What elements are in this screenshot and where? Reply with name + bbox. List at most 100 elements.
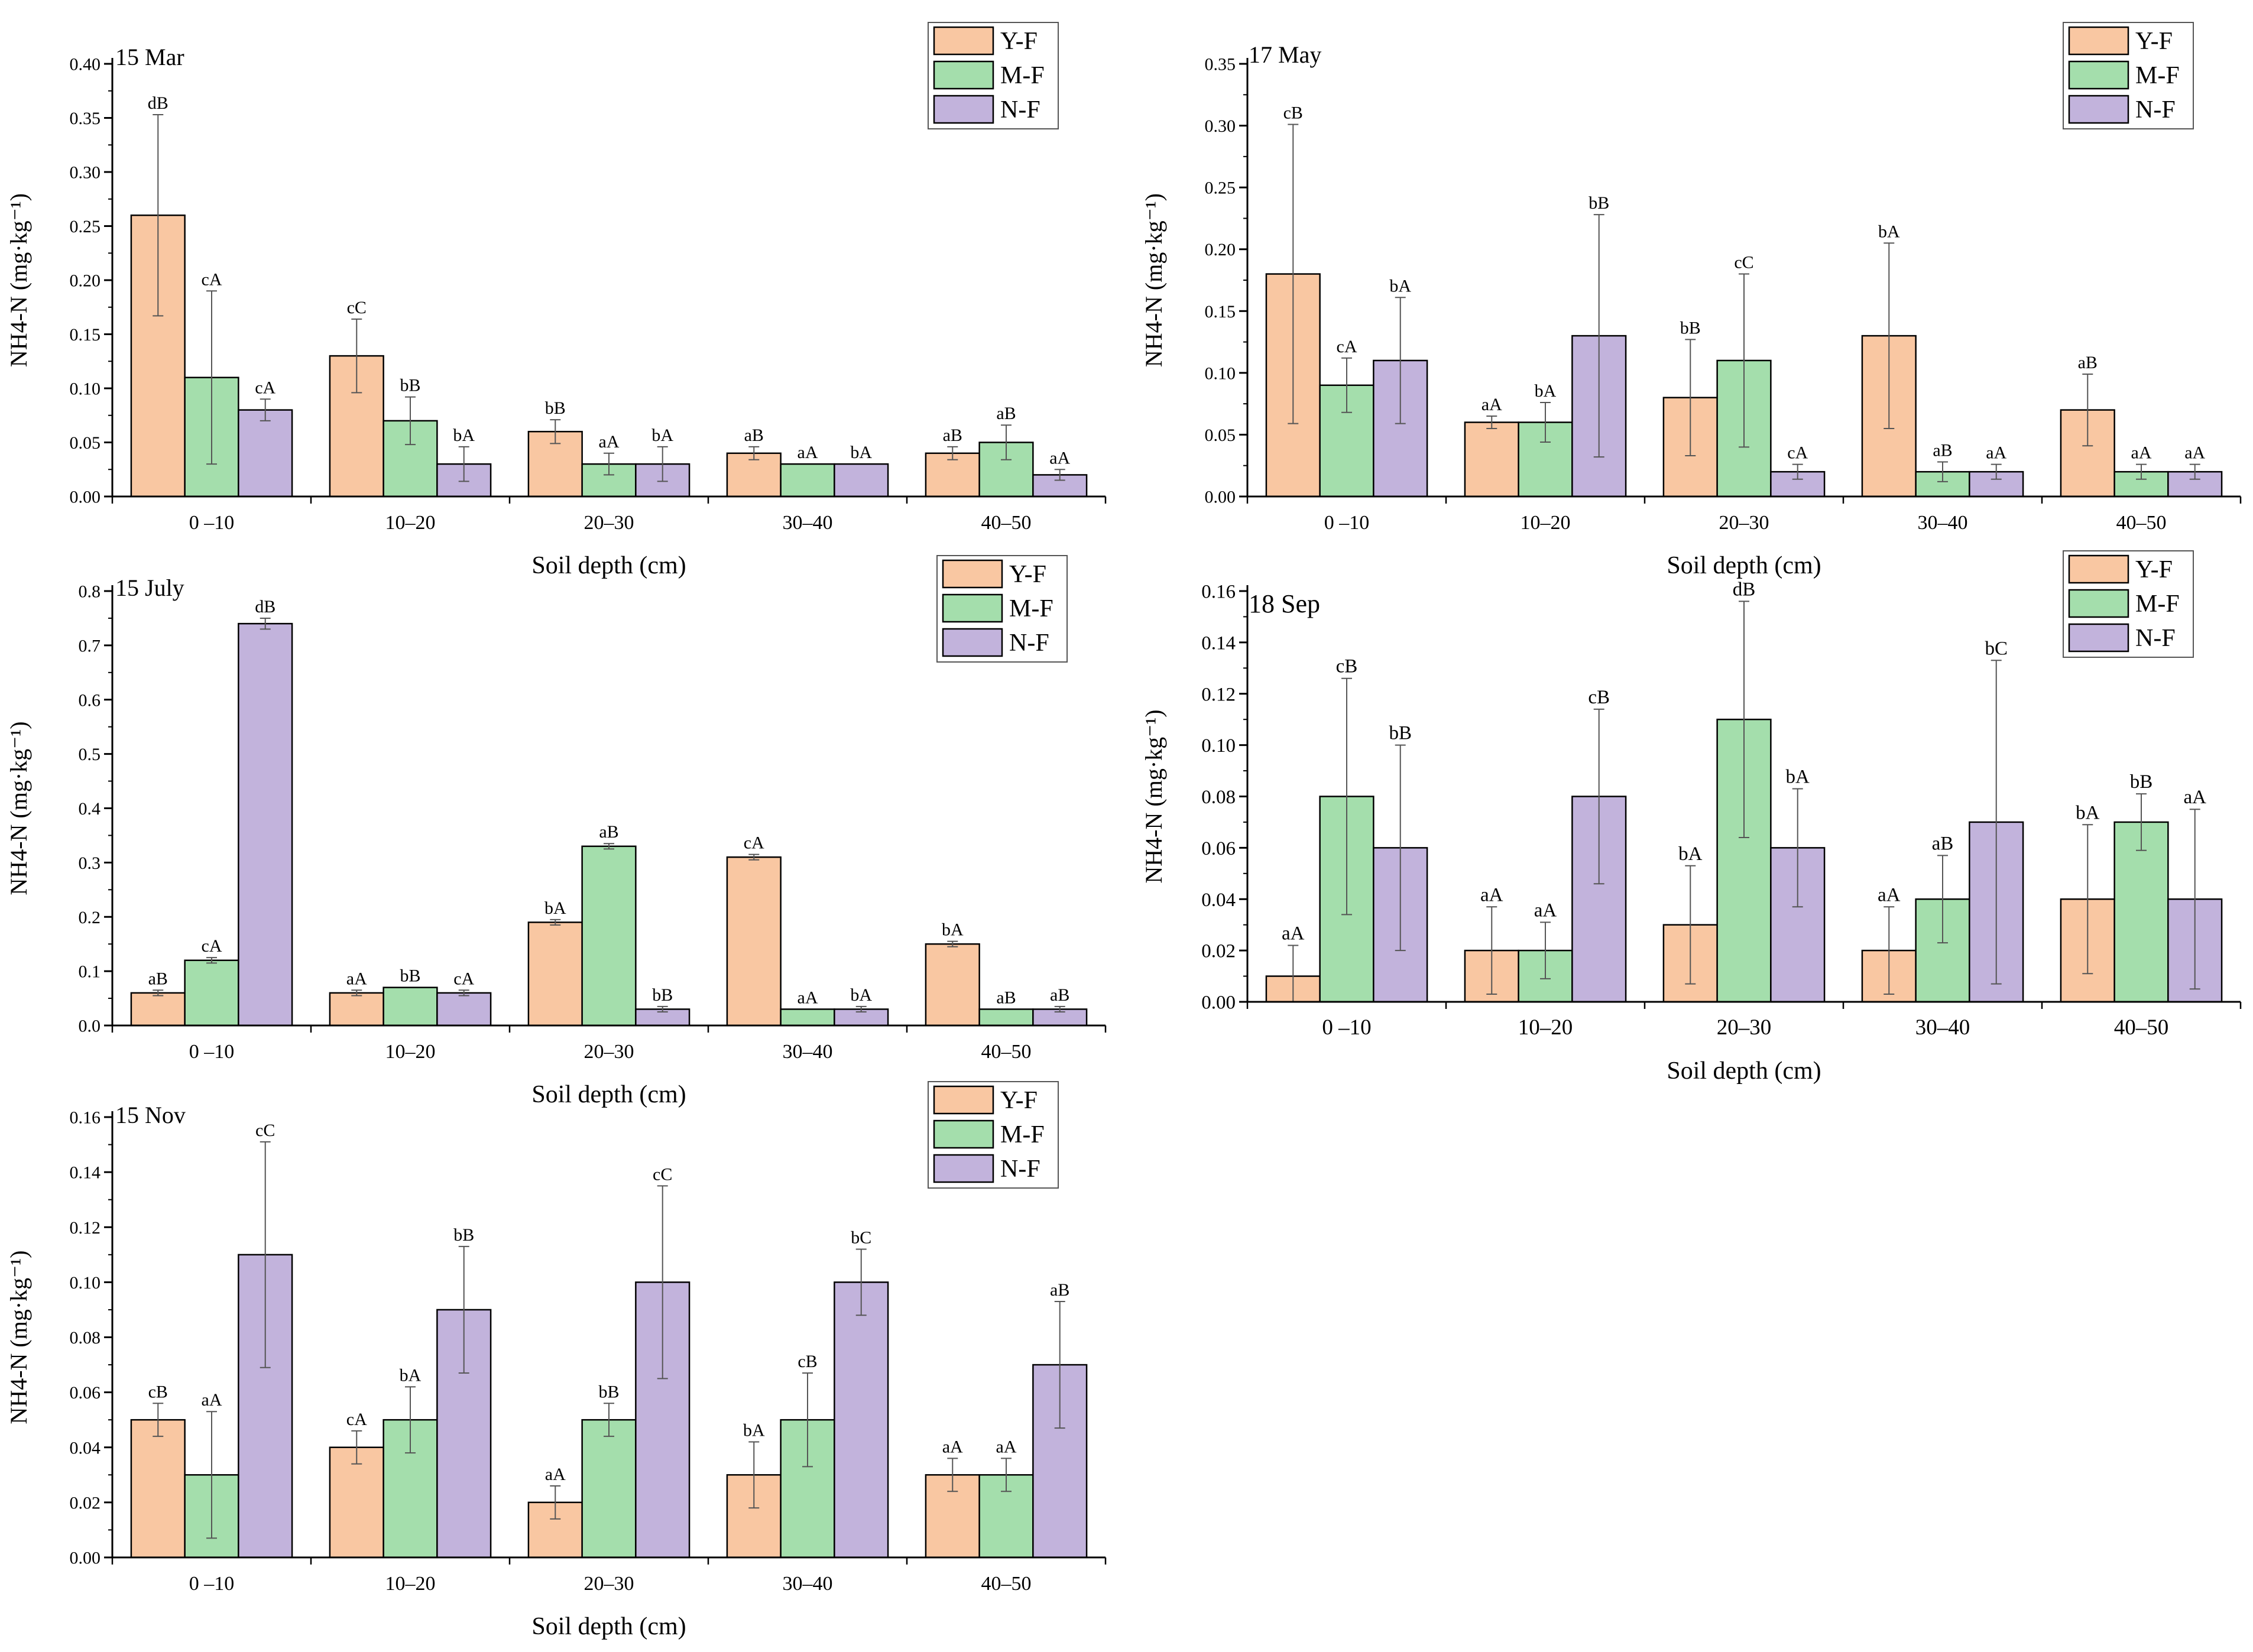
significance-label: cA (346, 1410, 367, 1429)
y-tick-label: 0.14 (1201, 632, 1236, 654)
y-tick-label: 0.7 (79, 636, 101, 655)
legend-label-m-f: M-F (2135, 590, 2180, 618)
significance-label: dB (148, 93, 168, 113)
y-tick-label: 0.00 (70, 488, 101, 507)
significance-label: aA (1534, 900, 1557, 921)
y-tick-label: 0.1 (79, 962, 101, 982)
significance-label: aA (2184, 443, 2205, 463)
panel-date-label: 17 May (1249, 41, 1321, 68)
bar-n-f-4 (834, 1281, 889, 1559)
panel-date-label: 15 July (115, 575, 184, 601)
legend-label-y-f: Y-F (2135, 28, 2173, 55)
x-tick-label: 20–30 (584, 512, 634, 534)
significance-label: bA (453, 426, 475, 445)
significance-label: bA (942, 920, 964, 940)
y-tick-label: 0.40 (70, 55, 101, 74)
significance-label: aB (1050, 985, 1069, 1005)
y-tick-label: 0.00 (70, 1549, 101, 1568)
chart-panel-1: dB cC bB aB aB cA bB aA aA aB cA bA bA bA aA 0.00 0.05 0.… (5, 22, 1107, 579)
legend-swatch-y-f (942, 559, 1003, 589)
y-tick-label: 0.35 (1205, 55, 1236, 74)
legend-swatch-m-f (2068, 60, 2129, 90)
chart-panel-4: aA aA bA aA bA cB aA dB aB bB bB cB bA bC aA 0.00 0.02 0.… (1140, 550, 2242, 1085)
y-tick-label: 0.6 (79, 690, 101, 710)
y-tick-label: 0.10 (70, 379, 101, 399)
significance-label: aB (1932, 833, 1954, 854)
y-tick-label: 0.35 (70, 109, 101, 128)
significance-label: aB (996, 988, 1016, 1007)
x-tick-label: 20–30 (584, 1041, 634, 1063)
y-tick-label: 0.30 (1205, 116, 1236, 136)
significance-label: aA (1482, 395, 1502, 414)
bar-y-f-2 (1464, 421, 1519, 498)
significance-label: bB (1680, 318, 1701, 337)
y-tick-label: 0.04 (1201, 890, 1236, 911)
y-tick-label: 0.00 (1201, 992, 1236, 1014)
legend-label-y-f: Y-F (1000, 28, 1038, 55)
y-axis-title: NH4-N (mg·kg⁻¹) (5, 193, 32, 367)
y-tick-label: 0.20 (70, 271, 101, 291)
legend-swatch-y-f (933, 1085, 994, 1115)
x-tick-label: 40–50 (981, 1573, 1032, 1595)
significance-label: aA (1986, 443, 2006, 463)
x-tick-label: 0 –10 (189, 1041, 235, 1063)
significance-label: aA (2131, 443, 2152, 463)
legend-swatch-m-f (942, 593, 1003, 623)
significance-label: bC (1985, 638, 2008, 659)
significance-label: aA (798, 988, 818, 1007)
legend-swatch-m-f (933, 60, 994, 90)
significance-label: aA (2183, 787, 2206, 808)
bar-m-f-5 (978, 1008, 1034, 1027)
significance-label: aB (943, 426, 962, 445)
panel-date-label: 18 Sep (1249, 589, 1320, 618)
legend-swatch-y-f (2068, 554, 2129, 584)
y-tick-label: 0.5 (79, 745, 101, 764)
significance-label: bA (850, 985, 872, 1005)
significance-label: cA (255, 378, 275, 397)
significance-label: bB (2130, 771, 2153, 793)
y-tick-label: 0.12 (1201, 684, 1236, 705)
legend-swatch-y-f (2068, 26, 2129, 56)
y-tick-label: 0.10 (1205, 363, 1236, 383)
chart-panel-2: cB aA bB bA aB cA bA cC aB aA bA bB cA aA aA 0.00 0.05 0.… (1140, 22, 2242, 579)
significance-label: cC (1734, 253, 1753, 272)
legend-label-m-f: M-F (1000, 62, 1045, 89)
legend-swatch-n-f (933, 1154, 994, 1183)
y-axis-title: NH4-N (mg·kg⁻¹) (5, 721, 32, 895)
significance-label: bB (1589, 193, 1609, 213)
significance-label: bA (1678, 843, 1703, 865)
bar-m-f-4 (780, 463, 835, 498)
chart-panel-3: aB aA bA cA bA cA bB aB aA aB dB cA bB bA aB 0.0 0.1 0.2 0… (5, 555, 1107, 1108)
significance-label: bB (1389, 723, 1412, 744)
legend-swatch-n-f (2068, 623, 2129, 653)
bar-n-f-2 (436, 992, 492, 1027)
significance-label: cA (202, 270, 222, 289)
x-tick-label: 10–20 (385, 1573, 436, 1595)
significance-label: bB (652, 985, 673, 1005)
x-tick-label: 40–50 (2116, 512, 2167, 534)
y-axis-title: NH4-N (mg·kg⁻¹) (1140, 709, 1167, 883)
y-tick-label: 0.20 (1205, 240, 1236, 259)
y-tick-label: 0.0 (79, 1017, 101, 1036)
legend: Y-F M-F N-F (928, 1081, 1059, 1189)
y-tick-label: 0.05 (70, 433, 101, 453)
chart-panel-5: cB cA aA bA aA aA bA bB cB aA cC bB cC bC aB 0.00 0.02 0.… (5, 1081, 1107, 1640)
significance-label: cB (1588, 687, 1610, 708)
x-tick-label: 30–40 (1918, 512, 1968, 534)
significance-label: aA (346, 969, 367, 988)
significance-label: bB (598, 1382, 619, 1401)
x-tick-label: 0 –10 (189, 512, 235, 534)
legend: Y-F M-F N-F (2063, 22, 2194, 129)
significance-label: cB (1336, 656, 1358, 677)
significance-label: bA (2076, 802, 2100, 823)
bar-y-f-3 (527, 921, 583, 1027)
significance-label: dB (1733, 579, 1756, 600)
legend-label-m-f: M-F (1000, 1121, 1045, 1148)
significance-label: aA (1480, 884, 1503, 905)
y-tick-label: 0.14 (70, 1163, 101, 1183)
x-axis-title: Soil depth (cm) (1667, 552, 1821, 579)
y-tick-label: 0.3 (79, 853, 101, 873)
significance-label: bA (400, 1365, 422, 1385)
legend-swatch-n-f (2068, 95, 2129, 124)
legend: Y-F M-F N-F (2063, 550, 2194, 658)
